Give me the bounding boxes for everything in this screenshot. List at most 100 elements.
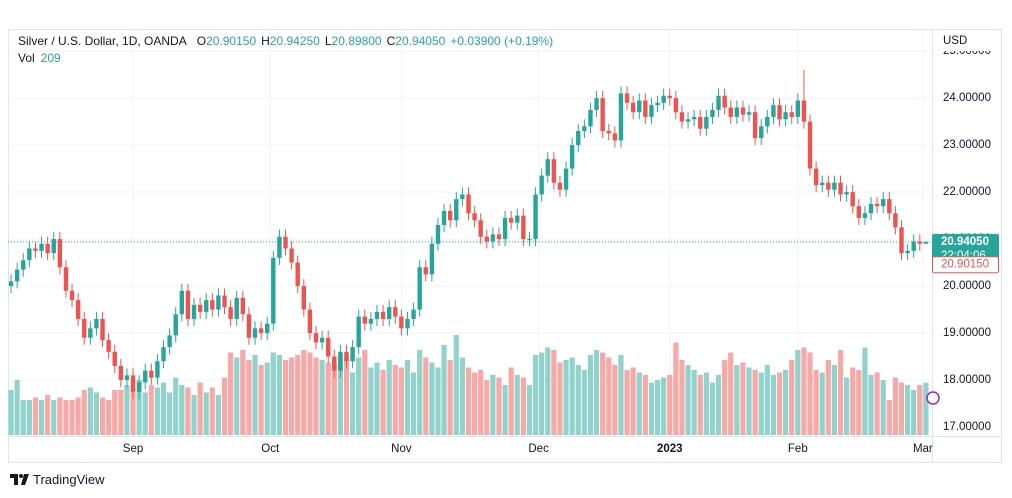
legend-key: H	[261, 34, 270, 48]
volume-bar	[813, 370, 819, 435]
volume-bar	[8, 390, 14, 435]
volume-bar	[898, 382, 905, 435]
volume-bar	[642, 375, 648, 435]
volume-bar	[831, 365, 838, 435]
candle-body	[600, 98, 605, 132]
x-tick-label: Nov	[391, 443, 412, 455]
volume-bar	[221, 377, 228, 435]
candle-body	[539, 175, 544, 195]
candle-body	[332, 356, 337, 371]
candle-body	[801, 100, 807, 122]
volume-bar	[606, 357, 612, 435]
y-tick-label: 20.00000	[943, 280, 991, 292]
volume-bar	[551, 350, 557, 435]
x-tick-label: Oct	[261, 443, 280, 455]
candle-body	[124, 375, 130, 381]
candle-body	[795, 100, 801, 117]
volume-bar	[404, 360, 411, 435]
candle-body	[911, 241, 916, 251]
volume-bar	[51, 400, 57, 435]
candle-body	[746, 112, 752, 115]
volume-bar	[63, 400, 69, 435]
volume-bar	[130, 387, 136, 435]
volume-bar	[526, 385, 533, 435]
volume-bar	[740, 362, 746, 435]
candle-body	[14, 269, 20, 282]
candle-body	[643, 100, 648, 117]
candle-body	[618, 93, 624, 141]
volume-bar	[471, 372, 478, 435]
volume-bar	[356, 357, 362, 435]
candle-body	[874, 203, 880, 207]
volume-bar	[289, 357, 295, 435]
candle-body	[881, 199, 886, 207]
volume-bar	[886, 400, 892, 435]
candle-body	[624, 93, 630, 103]
volume-bar	[807, 352, 813, 435]
volume-label: Vol	[18, 51, 35, 65]
volume-bar	[844, 377, 850, 435]
volume-bar	[148, 385, 154, 435]
volume-bar	[441, 345, 447, 435]
candle-body	[21, 260, 26, 270]
candle-body	[435, 224, 441, 244]
candle-body	[344, 351, 349, 362]
volume-bar	[154, 387, 161, 435]
volume-bar	[923, 382, 929, 435]
candle-body	[899, 227, 904, 254]
axis-label-bg	[933, 31, 999, 51]
legend-value: 20.90150	[206, 34, 256, 48]
volume-bar	[38, 400, 45, 435]
candle-body	[813, 168, 819, 186]
candle-body	[185, 290, 191, 319]
candle-body	[820, 182, 825, 186]
indicator-icon[interactable]	[926, 391, 940, 405]
candle-body	[301, 286, 307, 310]
volume-bar	[587, 355, 594, 435]
volume-bar	[722, 360, 728, 435]
volume-bar	[520, 377, 526, 435]
candle-body	[862, 213, 868, 218]
candle-body	[447, 210, 453, 221]
candle-body	[838, 182, 843, 195]
candle-body	[887, 199, 892, 214]
volume-bar	[648, 382, 655, 435]
volume-bar	[423, 357, 429, 435]
candle-body	[356, 316, 361, 348]
volume-bar	[715, 375, 722, 435]
volume-bar	[93, 392, 100, 435]
candle-body	[380, 311, 386, 319]
volume-bar	[478, 370, 484, 435]
x-tick-label: Mar	[913, 443, 933, 455]
volume-bar	[465, 367, 472, 435]
candle-body	[454, 199, 459, 221]
candle-body	[118, 365, 124, 381]
candle-body	[521, 215, 526, 240]
candle-body	[39, 243, 44, 251]
candle-body	[551, 159, 557, 183]
volume-bar	[673, 342, 679, 435]
volume-bar	[654, 380, 661, 435]
candle-body	[716, 95, 721, 110]
volume-bar	[258, 365, 264, 435]
volume-bar	[697, 375, 703, 435]
candle-body	[386, 307, 392, 319]
volume-bar	[240, 350, 246, 435]
volume-bar	[575, 365, 581, 435]
candle-body	[234, 297, 239, 319]
volume-bar	[691, 370, 697, 435]
volume-bar	[246, 360, 252, 435]
candle-body	[630, 102, 636, 113]
legend-key: C	[387, 34, 396, 48]
legend-change: +0.03900 (+0.19%)	[450, 34, 553, 48]
candle-body	[405, 318, 410, 329]
candle-body	[106, 340, 111, 352]
candle-body	[588, 109, 593, 127]
candle-body	[472, 213, 477, 221]
volume-bar	[349, 372, 356, 435]
volume-bar	[447, 360, 453, 435]
candle-body	[423, 267, 428, 275]
volume-bar	[734, 365, 740, 435]
y-tick-label: 17.00000	[943, 421, 991, 433]
